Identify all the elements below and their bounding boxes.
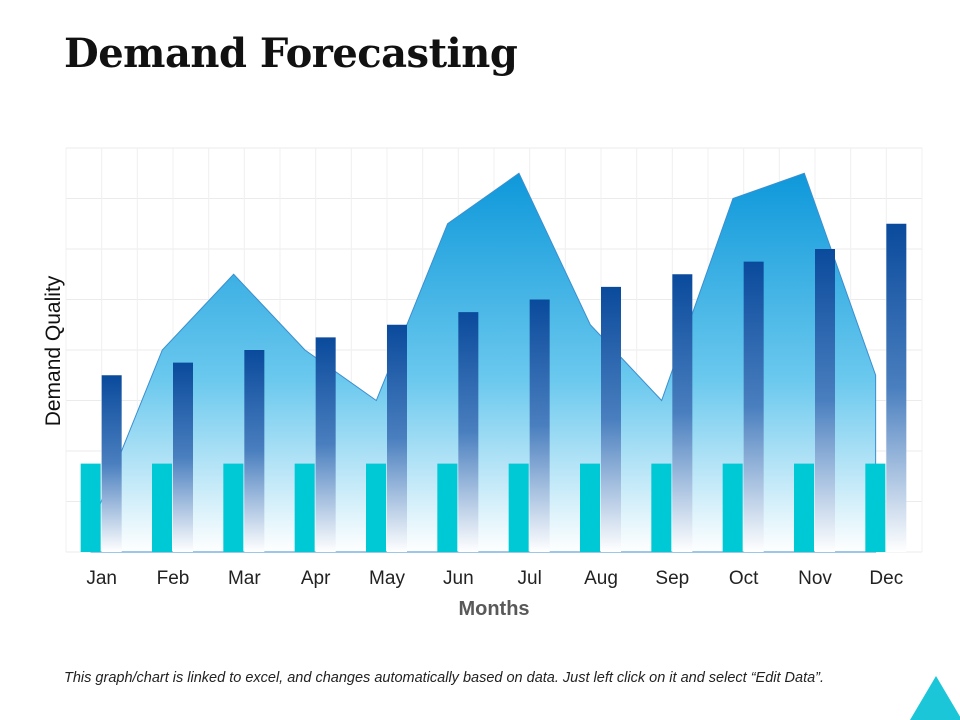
x-tick-feb: Feb bbox=[157, 568, 190, 589]
bar-tall-dec bbox=[886, 223, 907, 552]
x-tick-sep: Sep bbox=[655, 568, 689, 589]
bar-tall-may bbox=[387, 324, 407, 552]
bar-short-mar bbox=[223, 463, 244, 552]
x-tick-mar: Mar bbox=[228, 568, 261, 589]
x-tick-apr: Apr bbox=[301, 568, 331, 589]
footnote: This graph/chart is linked to excel, and… bbox=[64, 670, 825, 686]
bar-tall-feb bbox=[173, 362, 193, 552]
bar-short-may bbox=[366, 463, 386, 552]
bar-tall-jan bbox=[101, 375, 122, 552]
chart-title: Demand Forecasting bbox=[64, 30, 518, 77]
x-tick-nov: Nov bbox=[798, 568, 832, 589]
x-tick-jun: Jun bbox=[443, 568, 474, 589]
y-axis-label: Demand Quality bbox=[42, 275, 65, 427]
x-tick-dec: Dec bbox=[869, 568, 903, 589]
x-tick-jul: Jul bbox=[518, 568, 542, 589]
x-tick-labels: Jan Feb Mar Apr May Jun Jul Aug Sep Oct Nov Dec bbox=[86, 568, 903, 589]
bar-tall-nov bbox=[815, 249, 835, 552]
bar-tall-aug bbox=[601, 286, 621, 552]
x-axis-label: Months bbox=[458, 598, 530, 620]
bar-short-oct bbox=[722, 463, 743, 552]
x-tick-may: May bbox=[369, 568, 405, 589]
bar-short-jan bbox=[80, 463, 101, 552]
bar-short-feb bbox=[152, 463, 172, 552]
bar-tall-apr bbox=[315, 337, 336, 552]
bar-short-dec bbox=[865, 463, 886, 552]
bar-tall-sep bbox=[672, 274, 693, 552]
x-tick-jan: Jan bbox=[86, 568, 117, 589]
bar-short-apr bbox=[294, 463, 315, 552]
bar-short-jul bbox=[508, 463, 529, 552]
bar-tall-mar bbox=[244, 350, 265, 552]
bar-short-aug bbox=[580, 463, 600, 552]
bar-tall-jun bbox=[458, 312, 479, 552]
bar-tall-jul bbox=[529, 299, 550, 552]
x-tick-oct: Oct bbox=[729, 568, 759, 589]
bar-short-jun bbox=[437, 463, 458, 552]
bar-series bbox=[80, 223, 907, 552]
bar-short-nov bbox=[794, 463, 814, 552]
bar-short-sep bbox=[651, 463, 672, 552]
bar-tall-oct bbox=[743, 261, 764, 552]
corner-triangle-decoration bbox=[910, 676, 960, 720]
x-tick-aug: Aug bbox=[584, 568, 618, 589]
